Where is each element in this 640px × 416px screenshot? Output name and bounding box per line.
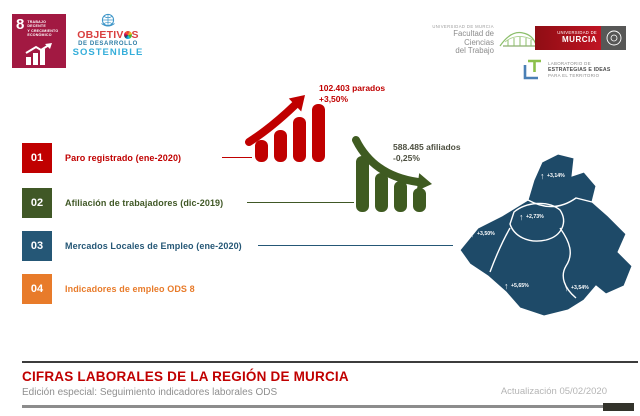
um-seal-icon bbox=[601, 26, 626, 50]
down-trend-arrowhead bbox=[416, 173, 432, 191]
indicator-label-1: Paro registrado (ene-2020) bbox=[65, 153, 182, 163]
up-arrow-icon: ↑ bbox=[519, 212, 524, 222]
faculty-line2: Facultad de Ciencias bbox=[453, 29, 494, 47]
zone-oeste-value: +3,50% bbox=[477, 231, 495, 237]
down-trend-arrow bbox=[352, 136, 422, 186]
indicator-label-3: Mercados Locales de Empleo (ene-2020) bbox=[65, 241, 242, 251]
indicator-label-2: Afiliación de trabajadores (dic-2019) bbox=[65, 198, 224, 208]
ods-title: OBJETIV S bbox=[77, 29, 139, 41]
afiliacion-bars bbox=[356, 156, 426, 212]
page-title: CIFRAS LABORALES DE LA REGIÓN DE MURCIA bbox=[22, 369, 349, 384]
indicator-label-4: Indicadores de empleo ODS 8 bbox=[65, 284, 195, 294]
connector-line-2 bbox=[247, 202, 354, 203]
paro-change: +3,50% bbox=[319, 94, 349, 104]
up-trend-arrowhead bbox=[288, 95, 305, 112]
update-date: Actualización 05/02/2020 bbox=[500, 386, 607, 397]
zone-sureste-value: +3,54% bbox=[571, 285, 589, 291]
footer-bottom-rule bbox=[22, 405, 603, 408]
indicator-number-4: 04 bbox=[22, 274, 52, 304]
zone-norte-value: +3,14% bbox=[547, 173, 565, 179]
afiliacion-annotation: 588.485 afiliados -0,25% bbox=[393, 142, 461, 164]
map-zone-labels: ↑ +3,14% ↑ +2,73% ↑ +3,50% ↑ +5,65% ↑ +3… bbox=[470, 171, 589, 293]
faculty-building-sketch-icon bbox=[499, 31, 537, 47]
page-subtitle: Edición especial: Seguimiento indicadore… bbox=[22, 387, 278, 398]
um-wordmark: UNIVERSIDAD DE MURCIA bbox=[535, 26, 601, 50]
ods-line3: SOSTENIBLE bbox=[72, 47, 144, 58]
paro-value: 102.403 parados bbox=[319, 83, 386, 93]
sdg8-badge: 8 TRABAJO DECENTE Y CRECIMIENTO ECONÓMIC… bbox=[12, 14, 66, 68]
up-arrow-icon: ↑ bbox=[470, 229, 475, 239]
zone-centro-value: +2,73% bbox=[526, 214, 544, 220]
up-arrow-icon: ↑ bbox=[504, 281, 509, 291]
ods-line2: DE DESARROLLO bbox=[78, 41, 138, 47]
lab-text: LABORATORIO DE ESTRATEGIAS E IDEAS PARA … bbox=[548, 61, 611, 80]
lab-line2: ESTRATEGIAS E IDEAS bbox=[548, 66, 611, 73]
lab-line1: LABORATORIO DE bbox=[548, 60, 591, 66]
sdg-wheel-icon bbox=[123, 31, 132, 39]
connector-line-1 bbox=[222, 157, 252, 158]
paro-bars bbox=[255, 104, 325, 162]
um-line1: UNIVERSIDAD DE bbox=[557, 30, 597, 35]
map-zone-borders bbox=[489, 197, 593, 299]
up-arrow-icon: ↑ bbox=[564, 283, 569, 293]
murcia-map-outline bbox=[459, 153, 633, 317]
sdg-number: 8 bbox=[16, 16, 25, 33]
sdg-goal-label: TRABAJO DECENTE Y CRECIMIENTO ECONÓMICO bbox=[27, 20, 59, 38]
paro-annotation: 102.403 parados +3,50% bbox=[319, 83, 385, 105]
murcia-map: ↑ +3,14% ↑ +2,73% ↑ +3,50% ↑ +5,65% ↑ +3… bbox=[459, 153, 633, 317]
afiliacion-value: 588.485 afiliados bbox=[393, 142, 461, 152]
up-arrow-icon: ↑ bbox=[540, 171, 545, 181]
afiliacion-bar-chart bbox=[352, 136, 432, 212]
indicator-number-1: 01 bbox=[22, 143, 52, 173]
footer-rule-end-block bbox=[603, 403, 634, 411]
um-line2: MURCIA bbox=[562, 35, 597, 44]
connector-line-3 bbox=[258, 245, 453, 246]
indicator-number-3: 03 bbox=[22, 231, 52, 261]
let-monogram-icon bbox=[523, 59, 541, 80]
lab-logo: LABORATORIO DE ESTRATEGIAS E IDEAS PARA … bbox=[518, 57, 611, 83]
ods-logo: OBJETIV S DE DESARROLLO SOSTENIBLE bbox=[68, 13, 148, 58]
faculty-logo: UNIVERSIDAD DE MURCIA Facultad de Cienci… bbox=[424, 24, 494, 56]
growth-chart-icon bbox=[25, 42, 52, 65]
footer-top-rule bbox=[22, 361, 638, 363]
faculty-line1: UNIVERSIDAD DE MURCIA bbox=[432, 24, 494, 29]
zone-sur-value: +5,65% bbox=[511, 283, 529, 289]
faculty-line3: del Trabajo bbox=[455, 46, 494, 55]
up-trend-arrow bbox=[245, 101, 299, 146]
paro-bar-chart bbox=[245, 95, 325, 162]
um-logo: UNIVERSIDAD DE MURCIA bbox=[535, 26, 626, 50]
un-emblem-icon bbox=[101, 13, 115, 27]
afiliacion-change: -0,25% bbox=[393, 153, 420, 163]
lab-line3: PARA EL TERRITORIO bbox=[548, 73, 600, 79]
indicator-number-2: 02 bbox=[22, 188, 52, 218]
